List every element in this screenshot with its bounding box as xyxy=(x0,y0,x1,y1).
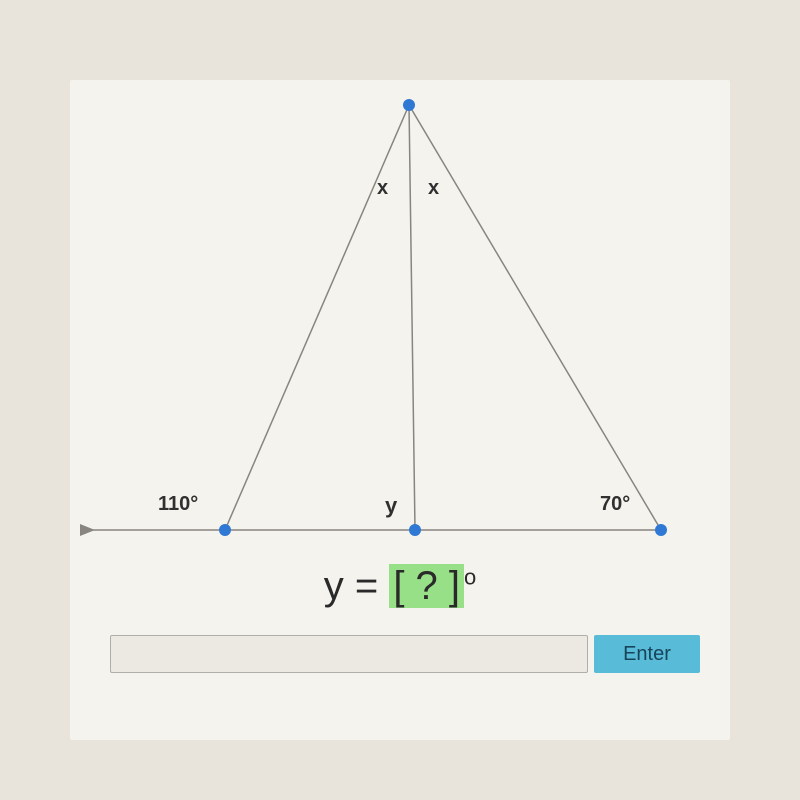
angle-label-x-left: x xyxy=(377,177,388,200)
diagram-canvas: 110° 70° y x x y = [ ? ]o Enter xyxy=(70,80,730,740)
answer-row: Enter xyxy=(110,635,700,673)
base-right-point xyxy=(655,524,667,536)
angle-label-y: y xyxy=(385,493,397,519)
base-mid-point xyxy=(409,524,421,536)
median-line xyxy=(409,105,415,530)
side-right xyxy=(409,105,661,530)
equation-prefix: y = xyxy=(324,564,390,608)
base-left-point xyxy=(219,524,231,536)
angle-label-110: 110° xyxy=(158,493,198,516)
angle-label-x-right: x xyxy=(428,177,439,200)
equation-prompt: y = [ ? ]o xyxy=(70,564,730,609)
degree-symbol: o xyxy=(464,565,476,590)
side-left xyxy=(225,105,409,530)
answer-slot: [ ? ] xyxy=(389,564,464,608)
angle-label-70: 70° xyxy=(600,493,630,516)
enter-button[interactable]: Enter xyxy=(594,635,700,673)
answer-input[interactable] xyxy=(110,635,588,673)
apex-point xyxy=(403,99,415,111)
